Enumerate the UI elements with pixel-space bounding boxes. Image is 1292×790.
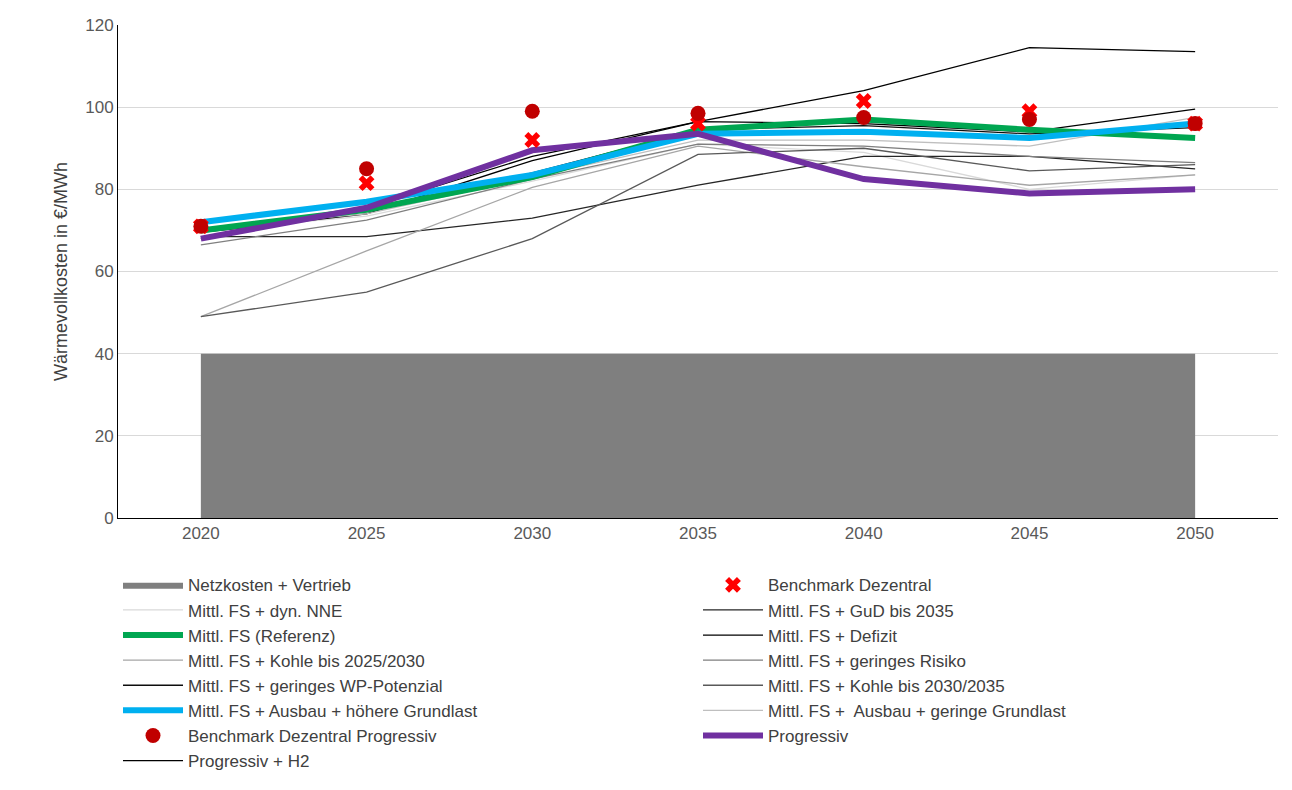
svg-text:2035: 2035 — [679, 524, 717, 543]
svg-text:Mittl. FS + Ausbau + geringe: Mittl. FS + Ausbau + geringe Grundlast — [768, 702, 1066, 721]
svg-text:Mittl. FS + Ausbau + höhere Gr: Mittl. FS + Ausbau + höhere Grundlast — [188, 702, 477, 721]
svg-text:2025: 2025 — [348, 524, 386, 543]
svg-text:Mittl. FS + geringes Risiko: Mittl. FS + geringes Risiko — [768, 652, 966, 671]
svg-text:Benchmark Dezentral Progressiv: Benchmark Dezentral Progressiv — [188, 727, 437, 746]
svg-text:20: 20 — [95, 427, 114, 446]
svg-text:100: 100 — [85, 98, 113, 117]
svg-text:Netzkosten + Vertrieb: Netzkosten + Vertrieb — [188, 576, 351, 595]
svg-text:Wärmevollkosten in €/MWh: Wärmevollkosten in €/MWh — [51, 162, 71, 381]
svg-text:2030: 2030 — [513, 524, 551, 543]
svg-text:Mittl. FS + GuD bis 2035: Mittl. FS + GuD bis 2035 — [768, 602, 954, 621]
svg-text:Progressiv: Progressiv — [768, 727, 849, 746]
svg-text:Mittl. FS + Defizit: Mittl. FS + Defizit — [768, 627, 897, 646]
svg-text:Mittl. FS + Kohle bis 2030/203: Mittl. FS + Kohle bis 2030/2035 — [768, 677, 1005, 696]
svg-text:0: 0 — [104, 509, 113, 528]
svg-text:60: 60 — [95, 262, 114, 281]
svg-text:Benchmark Dezentral: Benchmark Dezentral — [768, 576, 931, 595]
svg-text:Mittl. FS + geringes WP-Potenz: Mittl. FS + geringes WP-Potenzial — [188, 677, 443, 696]
svg-text:120: 120 — [85, 16, 113, 35]
svg-text:Mittl. FS (Referenz): Mittl. FS (Referenz) — [188, 627, 335, 646]
svg-text:Progressiv + H2: Progressiv + H2 — [188, 752, 309, 771]
svg-text:2050: 2050 — [1176, 524, 1214, 543]
svg-text:Mittl. FS + dyn. NNE: Mittl. FS + dyn. NNE — [188, 602, 342, 621]
svg-text:2045: 2045 — [1011, 524, 1049, 543]
svg-text:80: 80 — [95, 180, 114, 199]
svg-text:40: 40 — [95, 345, 114, 364]
svg-text:2040: 2040 — [845, 524, 883, 543]
svg-text:Mittl. FS + Kohle bis 2025/203: Mittl. FS + Kohle bis 2025/2030 — [188, 652, 425, 671]
svg-text:2020: 2020 — [182, 524, 220, 543]
